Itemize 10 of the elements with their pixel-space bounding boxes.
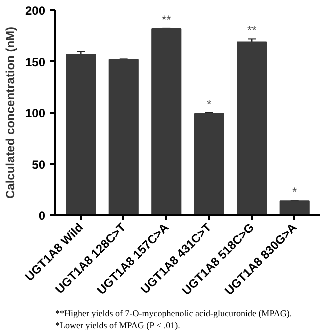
annotation: * <box>207 97 212 112</box>
y-tick-label: 200 <box>25 4 46 18</box>
annotation: * <box>292 185 298 200</box>
annotation: ** <box>162 12 172 27</box>
y-axis-title: Calculated concentration (nM) <box>3 26 18 200</box>
y-tick-label: 150 <box>25 55 46 70</box>
y-tick-label: 50 <box>32 158 46 172</box>
annotation: ** <box>247 24 258 38</box>
y-tick-label: 100 <box>25 106 46 120</box>
y-tick-label: 0 <box>38 209 46 223</box>
